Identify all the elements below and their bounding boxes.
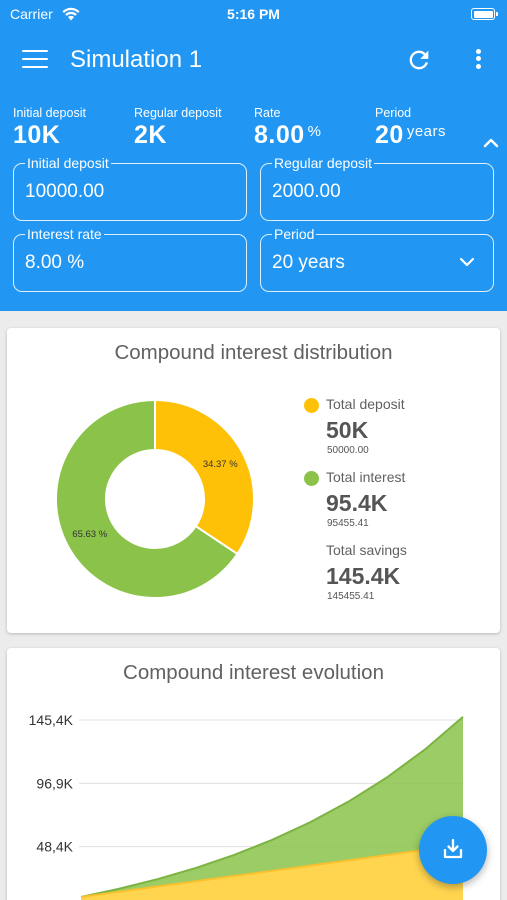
wifi-icon [62, 7, 80, 21]
legend-dot-deposit [304, 398, 319, 413]
field-label: Interest rate [25, 226, 104, 242]
pie-label-0: 34.37 % [203, 459, 238, 470]
summary-unit: % [307, 123, 322, 140]
download-button[interactable] [419, 816, 487, 884]
battery-icon [471, 8, 498, 20]
legend-value: 145.4K [326, 563, 401, 589]
legend-label: Total deposit [326, 396, 405, 412]
summary-label: Regular deposit [134, 106, 222, 120]
summary-label: Period [375, 106, 412, 120]
distribution-card: Compound interest distribution 34.37 % 65… [7, 328, 500, 633]
legend-label: Total savings [326, 542, 407, 558]
card-title: Compound interest evolution [123, 661, 384, 684]
evolution-card: Compound interest evolution 145,4K 96,9K 4… [7, 648, 500, 900]
field-value: 2000.00 [272, 181, 341, 202]
field-label: Period [272, 226, 317, 242]
status-time: 5:16 PM [227, 6, 280, 22]
app-header: Carrier 5:16 PM Simulation 1 Initial dep… [0, 0, 507, 311]
chevron-down-icon [459, 257, 475, 267]
legend-value: 50K [326, 417, 369, 443]
summary-value: 2K [134, 121, 167, 149]
chevron-up-icon[interactable] [480, 135, 502, 151]
y-tick-label: 48,4K [36, 839, 73, 855]
initial-deposit-field[interactable]: Initial deposit 10000.00 [13, 155, 247, 221]
legend-exact: 95455.41 [327, 518, 369, 529]
y-tick-label: 96,9K [36, 775, 73, 791]
legend-label: Total interest [326, 469, 406, 485]
summary-rate: Rate 8.00% [254, 106, 322, 150]
carrier-label: Carrier [10, 6, 53, 22]
more-vert-icon[interactable] [466, 46, 490, 74]
refresh-icon[interactable] [405, 46, 433, 74]
line-series-savings [80, 716, 464, 898]
pie-slice-0 [154, 398, 255, 556]
regular-deposit-field[interactable]: Regular deposit 2000.00 [260, 155, 494, 221]
area-series-savings [81, 716, 463, 900]
summary-label: Rate [254, 106, 281, 120]
y-tick-label: 145,4K [29, 712, 74, 728]
period-select[interactable]: Period 20 years [260, 226, 494, 292]
field-value: 20 years [272, 252, 345, 273]
field-label: Initial deposit [25, 155, 111, 171]
summary-regular-deposit: Regular deposit 2K [134, 106, 222, 150]
summary-initial-deposit: Initial deposit 10K [13, 106, 86, 150]
legend-value: 95.4K [326, 490, 388, 516]
menu-icon[interactable] [22, 50, 48, 70]
legend-dot-interest [304, 471, 319, 486]
status-bar: Carrier 5:16 PM [0, 0, 507, 30]
download-icon [443, 838, 463, 859]
summary-unit: years [406, 123, 446, 140]
summary-value: 10K [13, 121, 61, 149]
field-label: Regular deposit [272, 155, 375, 171]
field-value: 8.00 % [25, 252, 85, 273]
pie-label-1: 65.63 % [72, 529, 107, 540]
summary-value: 20 years [375, 121, 446, 149]
summary-period: Period 20 years [375, 106, 446, 150]
card-title: Compound interest distribution [114, 341, 393, 364]
summary-value: 8.00% [254, 121, 322, 149]
pie-slice-1 [55, 398, 239, 599]
summary-label: Initial deposit [13, 106, 86, 120]
app-bar: Simulation 1 [0, 34, 507, 86]
app-title: Simulation 1 [70, 46, 203, 73]
legend-exact: 50000.00 [327, 445, 369, 456]
line-series-deposit [80, 843, 464, 898]
interest-rate-field[interactable]: Interest rate 8.00 % [13, 226, 247, 292]
field-value: 10000.00 [25, 181, 105, 202]
legend-exact: 145455.41 [327, 591, 375, 602]
donut-chart: 34.37 % 65.63 % [55, 398, 255, 599]
area-chart: 145,4K 96,9K 48,4K [29, 712, 464, 900]
